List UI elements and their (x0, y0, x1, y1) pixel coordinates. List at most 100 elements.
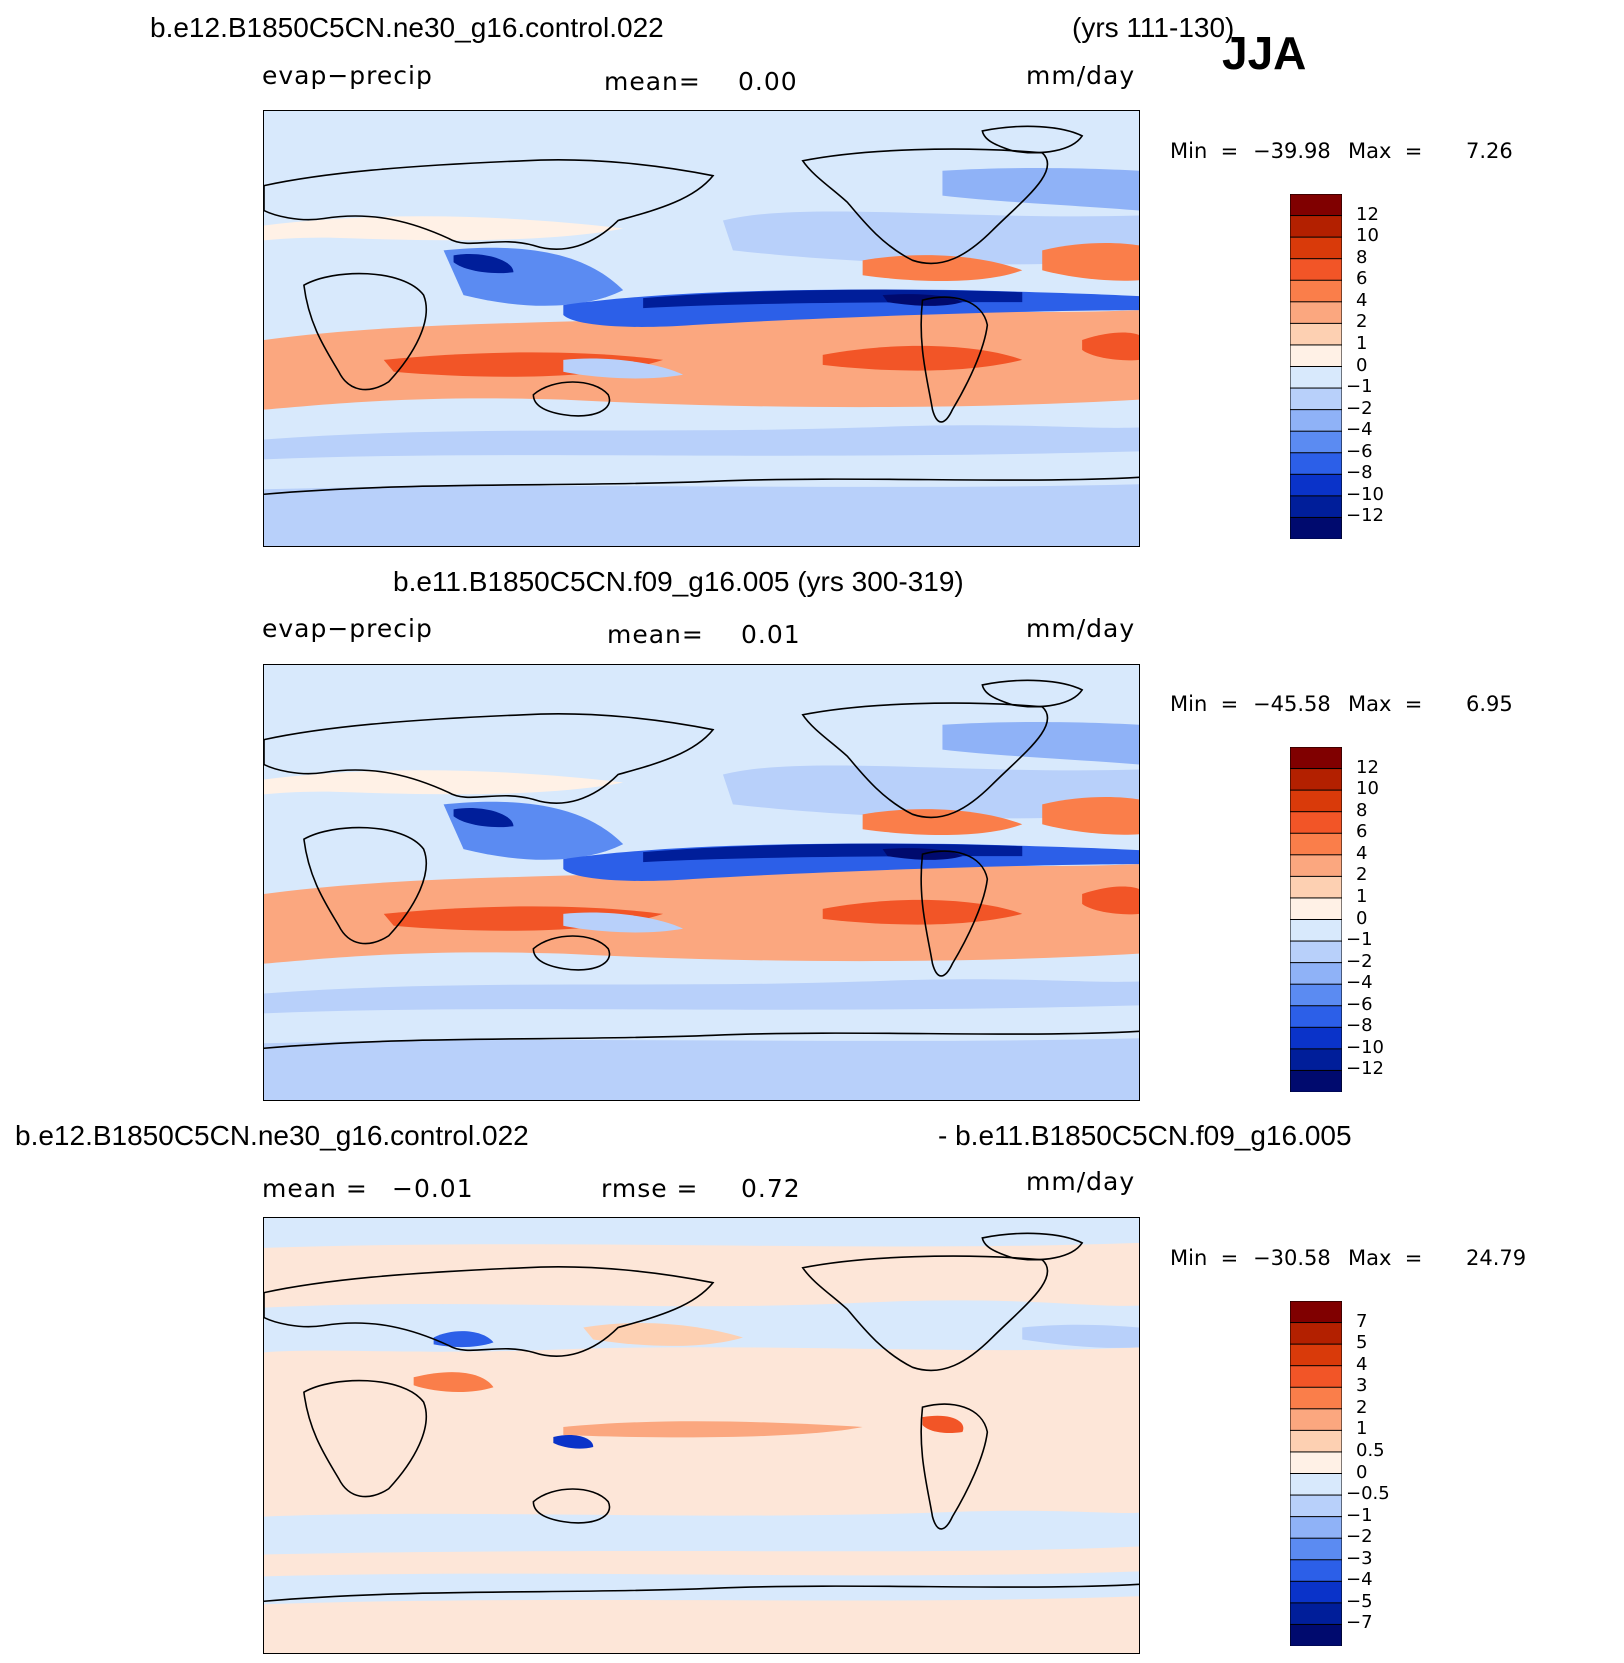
contour-band (1042, 242, 1139, 281)
contour-band (563, 358, 684, 379)
panel1-mean-label: mean= (604, 67, 701, 96)
colorbar-swatch (1290, 1365, 1342, 1389)
coastline (801, 702, 1049, 819)
colorbar-swatch (1290, 1516, 1342, 1539)
contour-band (1082, 332, 1139, 361)
contour-band (942, 722, 1139, 765)
diff-title-left: b.e12.B1850C5CN.ne30_g16.control.022 (15, 1120, 529, 1151)
colorbar-tick-label: 4 (1356, 289, 1368, 311)
colorbar-tick-label: −6 (1346, 440, 1373, 462)
colorbar-tick-label: 0 (1356, 354, 1368, 376)
colorbar-tick-label: 1 (1356, 1418, 1368, 1440)
contour-band (583, 1322, 743, 1346)
colorbar-swatch (1290, 430, 1342, 454)
coastline (264, 476, 1139, 496)
colorbar-swatch (1290, 366, 1342, 389)
coastline (920, 1403, 989, 1530)
contour-band (264, 1218, 1139, 1248)
panel2-units: mm/day (1026, 614, 1136, 643)
colorbar-tick-label: −0.5 (1346, 1483, 1390, 1505)
season-label: JJA (1222, 27, 1307, 79)
panel1-units: mm/day (1026, 61, 1136, 90)
colorbar-swatch (1290, 897, 1342, 921)
colorbar-tick-label: −1 (1346, 1504, 1373, 1526)
colorbar-swatch (1290, 940, 1342, 964)
colorbar-swatch (1290, 495, 1342, 519)
contour-band (942, 168, 1139, 211)
coastline (532, 1488, 611, 1524)
panel3-min-label: Min = (1170, 1246, 1239, 1270)
contour-band (264, 665, 1139, 710)
coastline (981, 1232, 1084, 1261)
contour-band (822, 345, 1023, 371)
colorbar-tick-label: −6 (1346, 993, 1373, 1015)
coastline (303, 272, 428, 391)
colorbar-swatch (1290, 1429, 1342, 1453)
colorbar-swatch (1290, 1537, 1342, 1561)
coastline (264, 159, 715, 250)
colorbar-tick-label: −7 (1346, 1612, 1373, 1634)
contour-band (862, 809, 1023, 835)
colorbar-tick-label: −12 (1346, 505, 1384, 527)
panel2-max-value: 6.95 (1466, 692, 1513, 716)
colorbar-swatch (1290, 1343, 1342, 1367)
colorbar-swatch (1290, 194, 1342, 217)
contour-band (553, 1435, 594, 1449)
contour-band (1022, 1324, 1139, 1348)
coastline (981, 125, 1084, 154)
contour-band (722, 211, 1139, 265)
colorbar-tick-label: −4 (1346, 972, 1373, 994)
colorbar-tick-label: −1 (1346, 929, 1373, 951)
colorbar-swatch (1290, 473, 1342, 497)
colorbar-swatch (1290, 832, 1342, 856)
colorbar-swatch (1290, 768, 1342, 791)
panel2-max-label: Max = (1348, 692, 1423, 716)
contour-band (433, 1331, 494, 1348)
panel3-max-label: Max = (1348, 1246, 1423, 1270)
colorbar-swatch (1290, 1602, 1342, 1626)
colorbar-tick-label: −2 (1346, 1526, 1373, 1548)
contour-band (453, 808, 514, 828)
colorbar-swatch (1290, 875, 1342, 899)
colorbar-swatch (1290, 1069, 1342, 1092)
contour-band (264, 770, 624, 795)
colorbar-swatch (1290, 1559, 1342, 1583)
colorbar-swatch (1290, 1386, 1342, 1410)
colorbar-tick-label: 12 (1356, 756, 1379, 778)
colorbar-tick-label: 8 (1356, 799, 1368, 821)
panel1-mean-value: 0.00 (738, 67, 798, 96)
colorbar-tick-label: −10 (1346, 1036, 1384, 1058)
panel3-mean-label: mean = (262, 1174, 368, 1203)
colorbar-tick-label: 12 (1356, 203, 1379, 225)
colorbar-tick-label: 6 (1356, 268, 1368, 290)
colorbar-tick-label: −8 (1346, 462, 1373, 484)
colorbar-tick-label: 10 (1356, 225, 1379, 247)
colorbar-swatch (1290, 452, 1342, 476)
contour-band (264, 864, 1139, 964)
coastline (532, 935, 611, 971)
panel3-map (263, 1217, 1140, 1654)
colorbar-swatch (1290, 1026, 1342, 1050)
colorbar-swatch (1290, 409, 1342, 432)
panel1-max-label: Max = (1348, 139, 1423, 163)
panel1-min-value: −39.98 (1253, 139, 1331, 163)
colorbar-swatch (1290, 1408, 1342, 1432)
contour-band (643, 289, 1023, 309)
colorbar-tick-label: 0 (1356, 907, 1368, 929)
panel1-colorbar (1290, 194, 1342, 539)
colorbar-swatch (1290, 236, 1342, 260)
colorbar-swatch (1290, 215, 1342, 238)
colorbar-swatch (1290, 1623, 1342, 1646)
contour-band (922, 1415, 964, 1434)
contour-band (643, 843, 1023, 863)
contour-band (264, 310, 1139, 410)
contour-band (413, 1372, 494, 1392)
panel2-variable-label: evap−precip (262, 614, 433, 643)
panel2-mean-value: 0.01 (741, 620, 801, 649)
colorbar-tick-label: 1 (1356, 332, 1368, 354)
colorbar-tick-label: 3 (1356, 1375, 1368, 1397)
colorbar-swatch (1290, 983, 1342, 1007)
colorbar-swatch (1290, 919, 1342, 942)
colorbar-swatch (1290, 789, 1342, 813)
colorbar-swatch (1290, 1322, 1342, 1345)
